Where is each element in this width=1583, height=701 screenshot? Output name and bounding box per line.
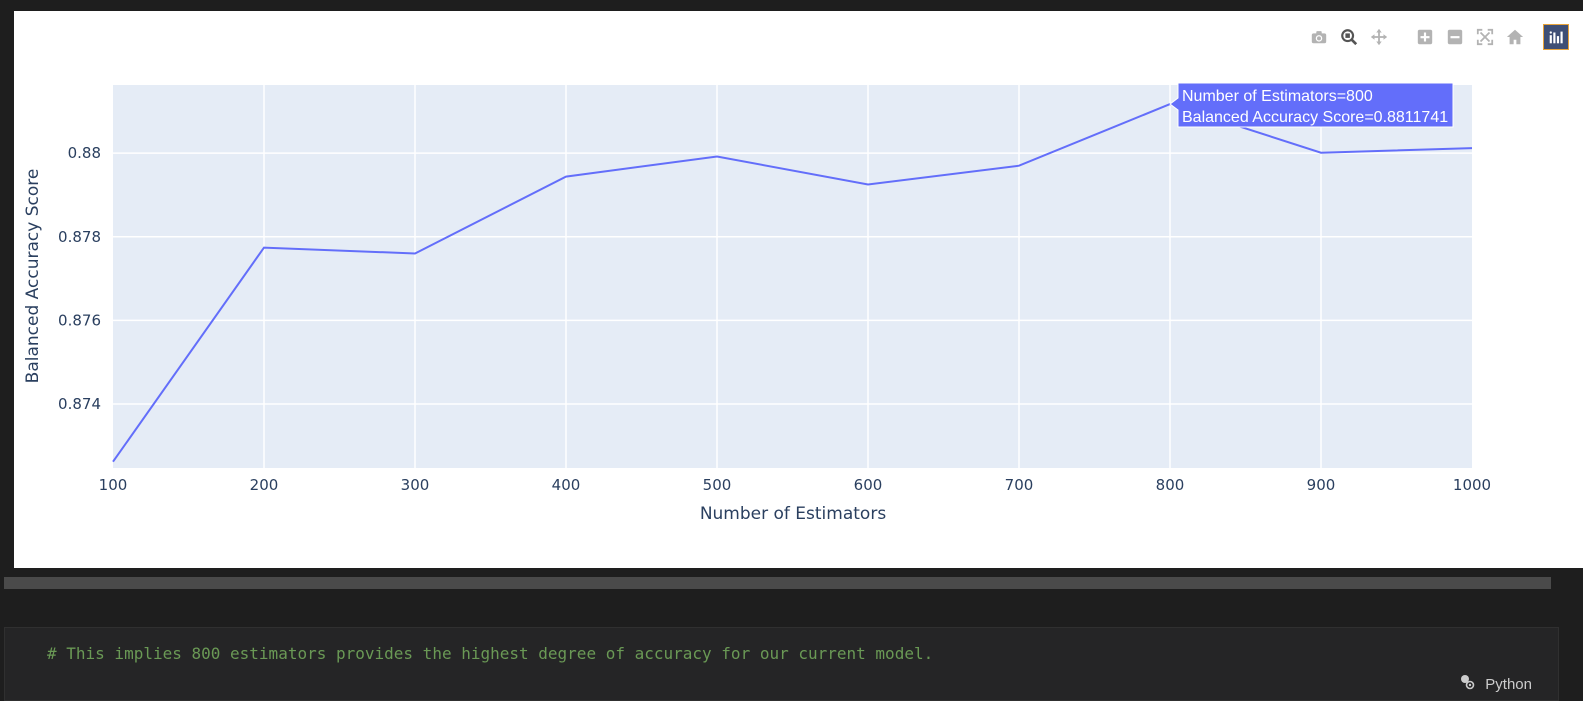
hover-tooltip: Number of Estimators=800 Balanced Accura…	[1169, 82, 1454, 128]
x-tick-label: 800	[1156, 476, 1185, 494]
kernel-status-icon[interactable]	[1459, 674, 1475, 694]
x-tick-label: 400	[552, 476, 581, 494]
zoom-in-icon[interactable]	[1413, 25, 1437, 49]
zoom-icon[interactable]	[1337, 25, 1361, 49]
plotly-logo-icon[interactable]	[1543, 24, 1569, 50]
autoscale-icon[interactable]	[1473, 25, 1497, 49]
pan-icon[interactable]	[1367, 25, 1391, 49]
camera-icon[interactable]	[1307, 25, 1331, 49]
hover-line-2: Balanced Accuracy Score=0.8811741	[1182, 109, 1448, 126]
code-comment[interactable]: # This implies 800 estimators provides t…	[47, 644, 934, 663]
grid-lines	[113, 85, 1472, 468]
modebar	[1307, 24, 1569, 50]
x-tick-label: 500	[703, 476, 732, 494]
x-tick-label: 700	[1005, 476, 1034, 494]
x-tick-label: 900	[1307, 476, 1336, 494]
code-cell[interactable]: # This implies 800 estimators provides t…	[4, 627, 1559, 701]
cell-status: Python	[1459, 674, 1532, 694]
series-line[interactable]	[112, 103, 1473, 463]
x-tick-label: 100	[99, 476, 128, 494]
hover-box	[1169, 82, 1454, 128]
y-tick-label: 0.874	[58, 395, 101, 413]
y-axis-title: Balanced Accuracy Score	[23, 169, 43, 384]
x-tick-label: 200	[250, 476, 279, 494]
y-tick-label: 0.876	[58, 311, 101, 329]
x-tick-label: 1000	[1453, 476, 1491, 494]
reset-axes-icon[interactable]	[1503, 25, 1527, 49]
x-tick-label: 300	[401, 476, 430, 494]
y-tick-labels: 0.874 0.876 0.878 0.88	[58, 144, 101, 413]
x-tick-labels: 100 200 300 400 500 600 700 800 900 1000	[99, 476, 1491, 494]
zoom-out-icon[interactable]	[1443, 25, 1467, 49]
x-axis-title: Number of Estimators	[700, 504, 887, 524]
language-label[interactable]: Python	[1485, 675, 1532, 693]
plot-panel: 100 200 300 400 500 600 700 800 900 1000 0.874 0.8…	[14, 11, 1583, 568]
line-chart[interactable]: 100 200 300 400 500 600 700 800 900 1000 0.8740.8…	[14, 11, 1583, 568]
plot-area[interactable]	[113, 85, 1472, 468]
y-tick-label: 0.878	[58, 228, 101, 246]
x-tick-label: 600	[854, 476, 883, 494]
horizontal-scrollbar[interactable]	[4, 577, 1551, 589]
y-tick-label: 0.88	[68, 144, 101, 162]
hover-line-1: Number of Estimators=800	[1182, 88, 1373, 105]
